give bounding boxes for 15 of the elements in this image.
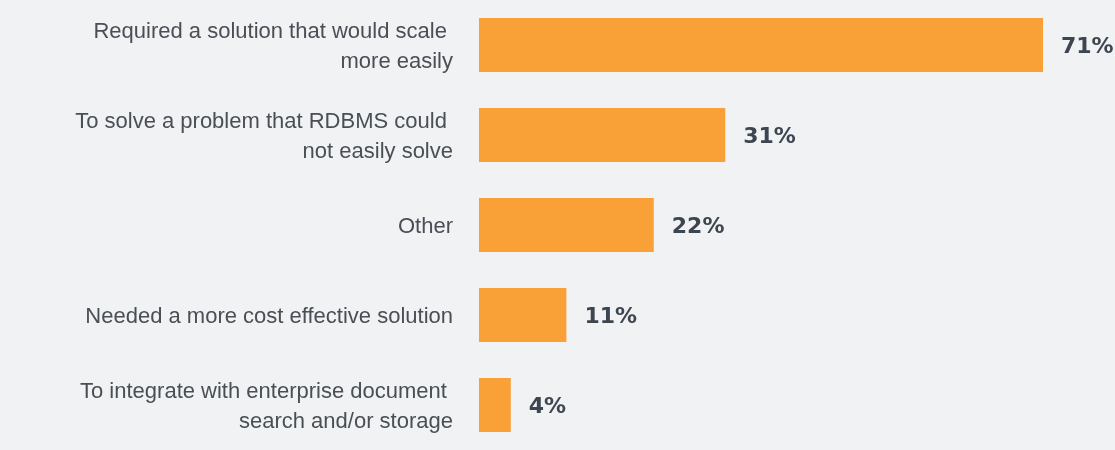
bar (479, 108, 726, 162)
bar (479, 18, 1043, 72)
data-label: 11% (584, 302, 638, 328)
y-tick-label: Required a solution that would scale more easily (93, 17, 453, 73)
y-tick-label: Other (397, 212, 453, 238)
data-label: 71% (1061, 32, 1114, 58)
y-tick-label: To integrate with enterprise document search and/or storage (80, 377, 453, 433)
y-tick-label: To solve a problem that RDBMS could not easily solve (75, 107, 453, 163)
bar (479, 288, 567, 342)
bar (479, 198, 654, 252)
y-tick-label: Needed a more cost effective solution (85, 302, 453, 328)
data-label: 31% (743, 122, 796, 148)
data-label: 4% (528, 392, 567, 418)
data-label: 22% (671, 212, 725, 238)
bar (479, 378, 511, 432)
